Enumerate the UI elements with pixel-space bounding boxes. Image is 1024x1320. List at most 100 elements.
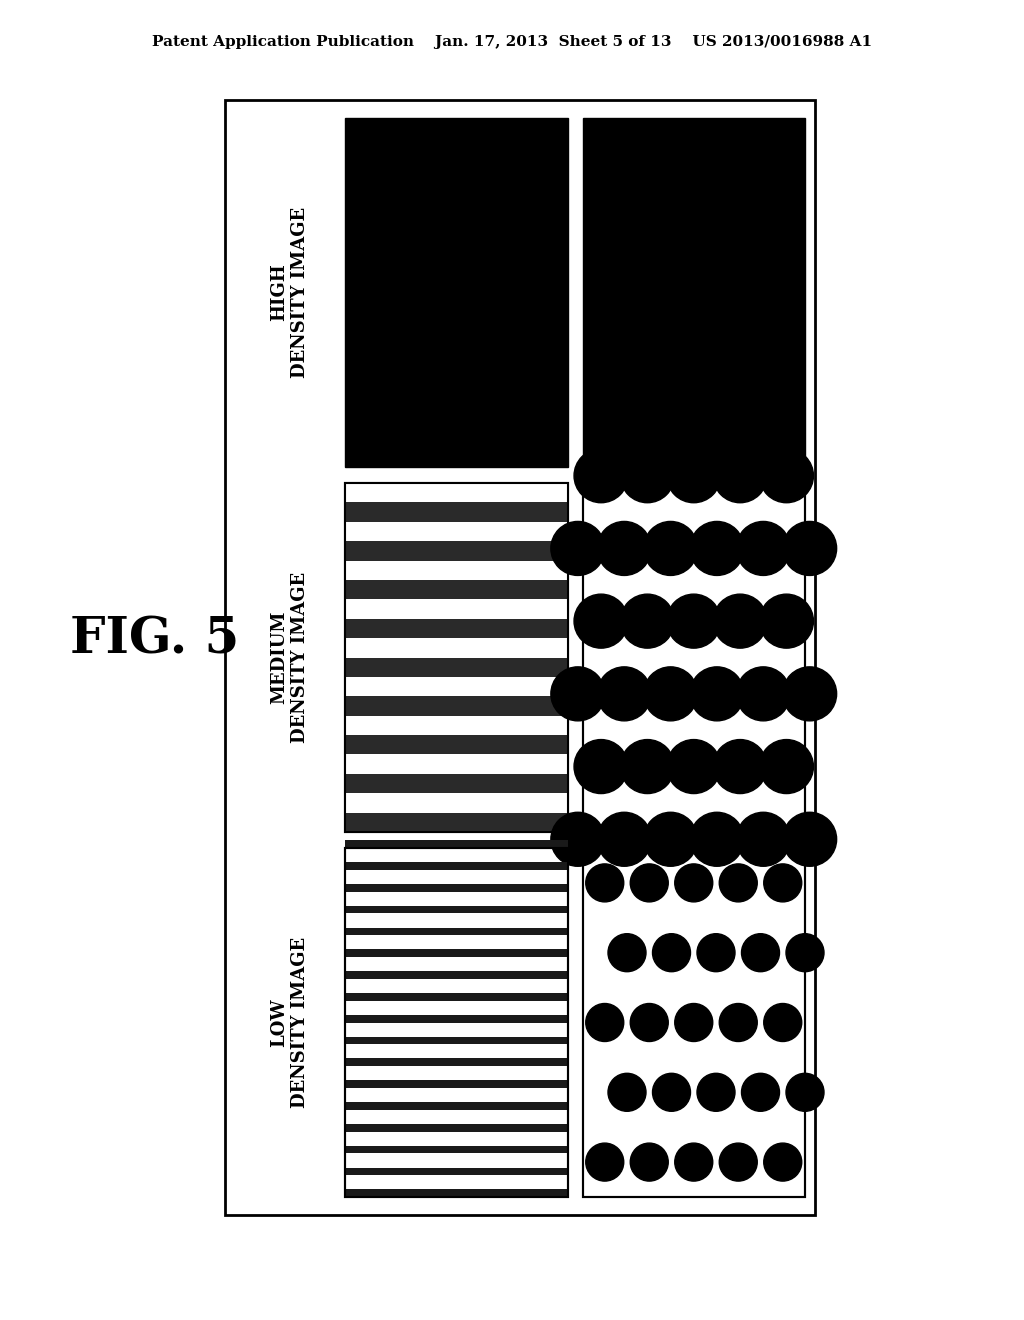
Bar [345, 521, 567, 541]
Circle shape [667, 594, 721, 648]
Circle shape [630, 863, 669, 902]
Bar [345, 993, 567, 1001]
Bar [583, 483, 805, 832]
Bar [345, 1080, 567, 1088]
Circle shape [760, 594, 813, 648]
Circle shape [713, 739, 767, 793]
Circle shape [608, 933, 646, 972]
Circle shape [608, 1073, 646, 1111]
Circle shape [697, 933, 735, 972]
Circle shape [574, 739, 628, 793]
Circle shape [630, 1003, 669, 1041]
Bar [345, 841, 567, 847]
Circle shape [741, 1073, 779, 1111]
Circle shape [782, 521, 837, 576]
Text: FIG. 5: FIG. 5 [71, 615, 240, 664]
Circle shape [574, 594, 628, 648]
Bar [345, 117, 567, 467]
Bar [583, 847, 805, 1197]
Bar [345, 657, 567, 677]
Circle shape [782, 812, 837, 866]
Bar [345, 735, 567, 755]
Bar [345, 1123, 567, 1131]
Circle shape [690, 667, 743, 721]
Circle shape [586, 1003, 624, 1041]
Bar [345, 1036, 567, 1044]
Bar [345, 755, 567, 774]
Bar [345, 884, 567, 891]
Circle shape [764, 1003, 802, 1041]
Bar [345, 483, 567, 503]
Circle shape [597, 521, 651, 576]
Circle shape [630, 1143, 669, 1181]
Circle shape [764, 1143, 802, 1181]
Circle shape [551, 521, 605, 576]
Bar [345, 1059, 567, 1067]
Bar [345, 619, 567, 638]
Bar [345, 696, 567, 715]
Bar [345, 847, 567, 1197]
Bar [345, 483, 567, 832]
Circle shape [643, 812, 697, 866]
Circle shape [736, 521, 791, 576]
Bar [345, 1015, 567, 1023]
Circle shape [643, 521, 697, 576]
Circle shape [713, 594, 767, 648]
Circle shape [760, 449, 813, 503]
Text: HIGH
DENSITY IMAGE: HIGH DENSITY IMAGE [270, 207, 309, 378]
Circle shape [621, 449, 675, 503]
Circle shape [690, 812, 743, 866]
Bar [345, 862, 567, 870]
Circle shape [551, 667, 605, 721]
Bar [345, 928, 567, 936]
Circle shape [621, 594, 675, 648]
Circle shape [597, 667, 651, 721]
Bar [345, 561, 567, 579]
Bar [583, 847, 805, 1197]
Circle shape [675, 863, 713, 902]
Bar [345, 906, 567, 913]
Circle shape [621, 739, 675, 793]
Bar [345, 972, 567, 979]
Bar [345, 847, 567, 1197]
Bar [345, 483, 567, 832]
Circle shape [697, 1073, 735, 1111]
Circle shape [713, 449, 767, 503]
Circle shape [597, 812, 651, 866]
Circle shape [586, 1143, 624, 1181]
Circle shape [786, 1073, 824, 1111]
Circle shape [551, 812, 605, 866]
Circle shape [652, 933, 690, 972]
Circle shape [667, 739, 721, 793]
Circle shape [719, 1143, 758, 1181]
Bar [345, 949, 567, 957]
Bar [583, 483, 805, 832]
Bar [345, 1146, 567, 1154]
Circle shape [719, 863, 758, 902]
Text: Patent Application Publication    Jan. 17, 2013  Sheet 5 of 13    US 2013/001698: Patent Application Publication Jan. 17, … [152, 36, 872, 49]
Circle shape [643, 667, 697, 721]
Bar [345, 1102, 567, 1110]
Circle shape [690, 521, 743, 576]
Circle shape [741, 933, 779, 972]
Bar [345, 793, 567, 813]
Circle shape [719, 1003, 758, 1041]
Circle shape [736, 812, 791, 866]
Circle shape [652, 1073, 690, 1111]
Circle shape [586, 863, 624, 902]
Circle shape [736, 667, 791, 721]
Bar [345, 677, 567, 696]
Circle shape [675, 1003, 713, 1041]
Bar [583, 117, 805, 467]
Bar [225, 100, 815, 1214]
Bar [345, 579, 567, 599]
Circle shape [760, 739, 813, 793]
Circle shape [782, 667, 837, 721]
Bar [345, 638, 567, 657]
Bar [345, 715, 567, 735]
Bar [345, 1189, 567, 1197]
Text: LOW
DENSITY IMAGE: LOW DENSITY IMAGE [270, 937, 309, 1107]
Circle shape [764, 863, 802, 902]
Bar [345, 541, 567, 561]
Bar [345, 813, 567, 832]
